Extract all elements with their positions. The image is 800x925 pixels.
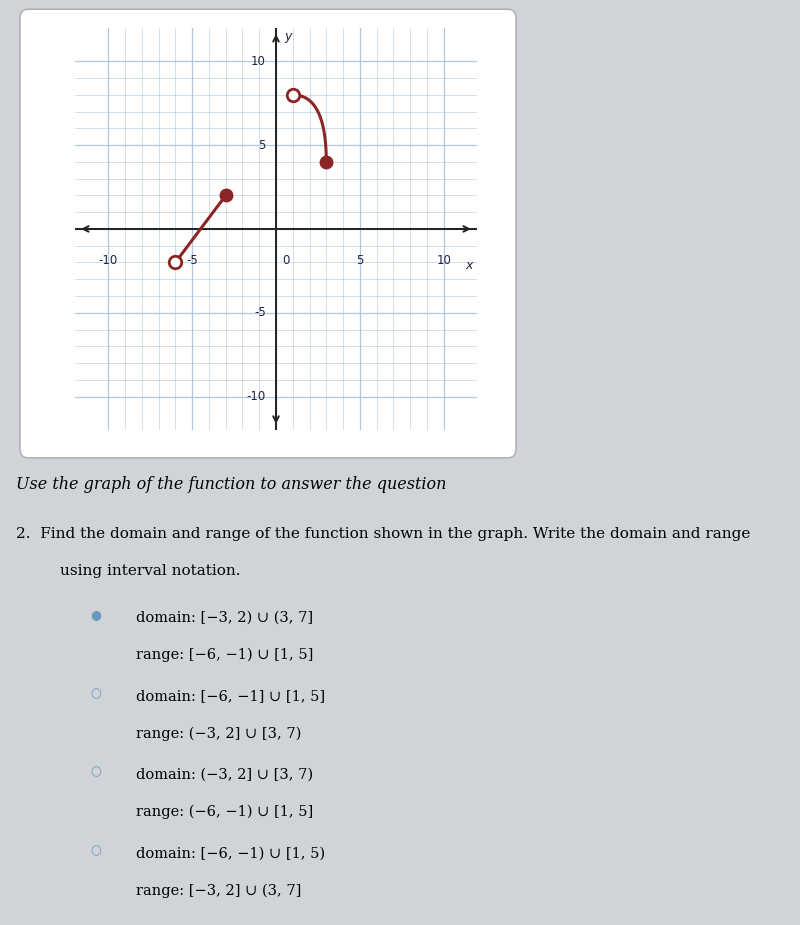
- Text: -5: -5: [186, 254, 198, 267]
- Text: Use the graph of the function to answer the question: Use the graph of the function to answer …: [16, 476, 446, 493]
- Text: x: x: [465, 259, 473, 272]
- Text: 10: 10: [251, 55, 266, 68]
- Text: ○: ○: [90, 844, 102, 857]
- Text: ○: ○: [90, 686, 102, 700]
- Text: -10: -10: [98, 254, 118, 267]
- Text: domain: [−6, −1) ∪ [1, 5): domain: [−6, −1) ∪ [1, 5): [136, 846, 325, 860]
- Text: 5: 5: [258, 139, 266, 152]
- Text: 0: 0: [282, 254, 290, 267]
- Text: 2.  Find the domain and range of the function shown in the graph. Write the doma: 2. Find the domain and range of the func…: [16, 527, 750, 541]
- Text: ○: ○: [90, 766, 102, 779]
- Text: -10: -10: [246, 390, 266, 403]
- FancyBboxPatch shape: [20, 9, 516, 458]
- Text: ●: ●: [90, 609, 102, 622]
- Text: range: (−6, −1) ∪ [1, 5]: range: (−6, −1) ∪ [1, 5]: [136, 805, 314, 820]
- Text: domain: [−6, −1] ∪ [1, 5]: domain: [−6, −1] ∪ [1, 5]: [136, 689, 325, 703]
- Text: domain: (−3, 2] ∪ [3, 7): domain: (−3, 2] ∪ [3, 7): [136, 768, 313, 782]
- Text: 10: 10: [436, 254, 451, 267]
- Text: range: [−6, −1) ∪ [1, 5]: range: [−6, −1) ∪ [1, 5]: [136, 648, 314, 662]
- Text: range: (−3, 2] ∪ [3, 7): range: (−3, 2] ∪ [3, 7): [136, 726, 302, 741]
- Text: domain: [−3, 2) ∪ (3, 7]: domain: [−3, 2) ∪ (3, 7]: [136, 610, 313, 624]
- Text: 5: 5: [356, 254, 363, 267]
- Text: -5: -5: [254, 306, 266, 319]
- Text: range: [−3, 2] ∪ (3, 7]: range: [−3, 2] ∪ (3, 7]: [136, 883, 302, 898]
- Text: using interval notation.: using interval notation.: [60, 564, 241, 578]
- Text: y: y: [284, 30, 292, 43]
